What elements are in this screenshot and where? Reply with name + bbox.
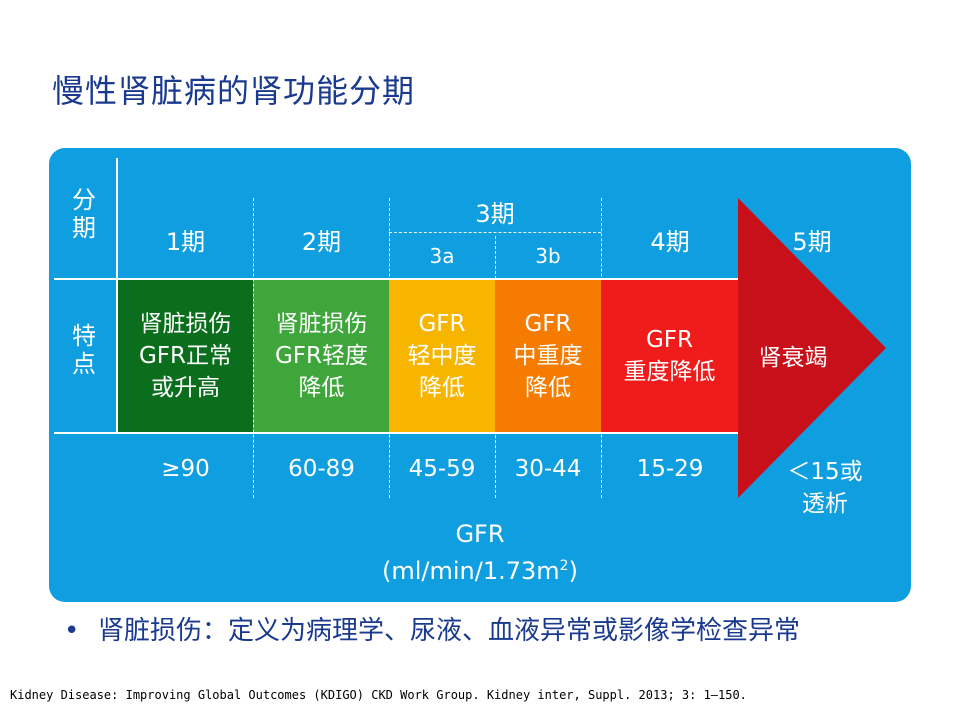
stage-4-desc-2: 重度降低 — [623, 359, 716, 385]
stage-5-desc: 肾衰竭 — [758, 345, 828, 371]
stage-3-label: 3期 — [475, 200, 515, 228]
stage-4-box: GFR 重度降低 — [601, 280, 738, 432]
gfr-unit-suffix: ) — [568, 557, 578, 585]
stage-3a-desc-1: GFR — [418, 311, 466, 337]
row-label-features-char-1: 特 — [72, 322, 96, 350]
stage-2-desc-3: 降低 — [298, 375, 345, 401]
stage-3b-label: 3b — [535, 244, 561, 268]
gfr-unit-line-2: (ml/min/1.73m2) — [330, 550, 630, 587]
reference-citation: Kidney Disease: Improving Global Outcome… — [10, 688, 747, 702]
bullet-text: 肾脏损伤：定义为病理学、尿液、血液异常或影像学检查异常 — [98, 616, 801, 646]
stage-4-gfr: 15-29 — [636, 456, 704, 482]
stage-5-gfr: ＜15或 透析 — [770, 456, 880, 520]
stage-3a-box: GFR 轻中度 降低 — [389, 280, 495, 432]
stage-5-label: 5期 — [792, 228, 832, 256]
stage-1-desc-1: 肾脏损伤 — [139, 311, 232, 337]
stage-2-desc-1: 肾脏损伤 — [275, 311, 368, 337]
stage-4-desc-1: GFR — [645, 327, 694, 353]
stage-3a-label: 3a — [429, 244, 455, 268]
stage-2-label: 2期 — [301, 228, 342, 256]
stage-2-box: 肾脏损伤 GFR轻度 降低 — [254, 280, 389, 432]
stage-4-label: 4期 — [650, 228, 690, 256]
stage-3a-desc-3: 降低 — [419, 375, 465, 401]
gfr-unit-superscript: 2 — [559, 558, 569, 574]
page-title: 慢性肾脏病的肾功能分期 — [52, 72, 416, 110]
stage-5-gfr-line-1: ＜15或 — [787, 459, 863, 485]
row-label-stage-char-2: 期 — [72, 214, 96, 242]
dashed-divider-1 — [253, 198, 254, 498]
stage-3b-box: GFR 中重度 降低 — [495, 280, 601, 432]
row-label-stage: 分 期 — [66, 186, 102, 242]
stage-5-gfr-line-2: 透析 — [802, 491, 848, 517]
stage-1-desc-3: 或升高 — [150, 375, 220, 401]
stage-2-desc-2: GFR轻度 — [274, 343, 369, 369]
row-label-features-char-2: 点 — [72, 350, 96, 378]
gfr-unit-label: GFR (ml/min/1.73m2) — [330, 518, 630, 587]
stage-1-gfr: ≥90 — [161, 456, 210, 482]
stage-3b-desc-2: 中重度 — [513, 343, 583, 369]
row-divider-bottom — [54, 432, 738, 434]
stage-1-desc-2: GFR正常 — [138, 343, 233, 369]
bullet-dot: • — [64, 616, 80, 646]
row-label-stage-char-1: 分 — [72, 186, 96, 214]
stage-3b-gfr: 30-44 — [514, 456, 582, 482]
stage-3b-desc-3: 降低 — [525, 375, 571, 401]
row-divider-top — [54, 278, 738, 280]
dashed-divider-3-sub — [389, 232, 601, 233]
stage-3a-desc-2: 轻中度 — [407, 343, 477, 369]
stage-3b-desc-1: GFR — [524, 311, 572, 337]
stage-5-arrow — [738, 198, 886, 498]
stage-1-label: 1期 — [165, 228, 206, 256]
definition-bullet: • 肾脏损伤：定义为病理学、尿液、血液异常或影像学检查异常 — [64, 610, 800, 647]
stage-5-arrow-shape — [738, 198, 886, 498]
stage-3a-gfr: 45-59 — [408, 456, 476, 482]
gfr-unit-prefix: (ml/min/1.73m — [382, 557, 560, 585]
gfr-unit-line-1: GFR — [455, 520, 505, 548]
row-label-features: 特 点 — [66, 322, 102, 378]
header-divider-vertical — [116, 158, 118, 434]
stage-1-box: 肾脏损伤 GFR正常 或升高 — [118, 280, 253, 432]
stage-2-gfr: 60-89 — [288, 456, 355, 482]
